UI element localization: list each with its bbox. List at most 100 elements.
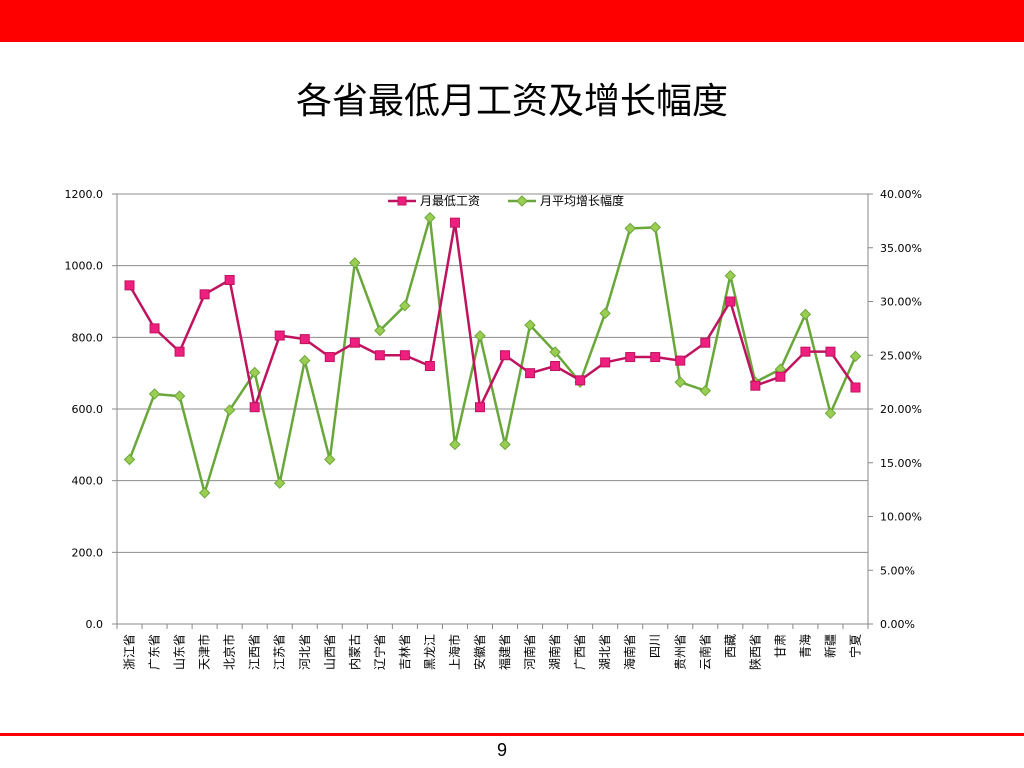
category-label: 青海 <box>797 634 812 658</box>
left-axis-ticks: 0.0 200.0 400.0 600.0 800.0 1000.0 1200.0 <box>65 188 117 631</box>
data-point <box>799 308 812 321</box>
data-point <box>374 324 386 337</box>
legend-swatch-marker <box>516 195 528 207</box>
data-point <box>249 402 260 413</box>
data-point <box>825 346 836 357</box>
right-tick-label: 30.00% <box>880 296 922 309</box>
right-axis-ticks: 0.00% 5.00% 10.00% 15.00% 20.00% 25.00% 30.00%… <box>868 188 922 631</box>
data-point <box>525 368 536 379</box>
category-label: 河北省 <box>298 634 312 670</box>
data-point <box>449 438 461 451</box>
series-2 <box>123 211 862 499</box>
category-label: 内蒙古 <box>347 634 362 670</box>
right-tick-label: 0.00% <box>880 618 915 631</box>
data-point <box>173 390 186 402</box>
data-point <box>374 350 385 361</box>
data-point <box>349 337 360 348</box>
series-layer <box>123 211 862 499</box>
category-label: 宁夏 <box>847 634 862 658</box>
data-point <box>800 346 811 357</box>
left-tick-label: 1200.0 <box>65 188 104 201</box>
data-point <box>199 289 210 300</box>
category-label: 四川 <box>648 634 662 658</box>
data-point <box>599 307 611 320</box>
left-tick-label: 1000.0 <box>65 260 104 273</box>
left-tick-label: 200.0 <box>72 546 104 559</box>
legend-swatch-marker <box>397 196 407 206</box>
category-label: 新疆 <box>822 634 837 658</box>
category-label: 湖南省 <box>547 634 562 670</box>
data-point <box>524 319 536 331</box>
data-point <box>549 346 561 358</box>
data-point <box>474 402 485 413</box>
slide-title: 各省最低月工资及增长幅度 <box>295 81 728 122</box>
data-point <box>625 352 636 363</box>
data-point <box>550 361 561 371</box>
data-point <box>149 323 160 334</box>
data-point <box>274 477 286 489</box>
category-label: 西藏 <box>723 634 737 658</box>
data-point <box>624 222 636 235</box>
data-point <box>575 375 586 386</box>
category-label: 上海市 <box>447 634 462 670</box>
right-tick-label: 40.00% <box>880 188 922 201</box>
category-labels: 浙江省 广东省 山东省 天津市 北京市 江西省 江苏省 河北省 山西省 内蒙古 辽宁省 吉林省 黑龙江上… <box>123 634 863 670</box>
data-point <box>650 352 661 363</box>
left-tick-label: 400.0 <box>72 475 104 488</box>
series-1 <box>124 217 861 413</box>
legend-label: 月最低工资 <box>420 194 480 208</box>
data-point <box>299 354 311 367</box>
data-point <box>124 280 135 291</box>
data-point <box>399 300 411 312</box>
data-point <box>474 330 486 342</box>
data-point <box>649 221 661 234</box>
series-line <box>128 221 857 409</box>
data-point <box>500 350 511 361</box>
data-point <box>850 382 861 393</box>
category-label: 福建省 <box>497 634 512 670</box>
legend-label: 月平均增长幅度 <box>540 193 624 208</box>
category-label: 浙江省 <box>123 634 137 670</box>
left-tick-label: 600.0 <box>72 403 104 416</box>
bottom-red-line <box>0 733 1024 736</box>
page-number: 9 <box>496 740 507 760</box>
data-point <box>449 217 460 228</box>
category-label: 黑龙江 <box>423 634 437 670</box>
data-point <box>248 366 261 379</box>
left-tick-label: 0.0 <box>86 618 104 631</box>
data-point <box>224 275 235 285</box>
category-label: 湖北省 <box>597 634 612 670</box>
data-point <box>174 346 185 357</box>
data-point <box>324 453 336 466</box>
category-label: 江西省 <box>248 634 262 670</box>
right-tick-label: 15.00% <box>880 457 922 470</box>
category-label: 山西省 <box>323 634 337 670</box>
right-tick-label: 25.00% <box>880 349 922 362</box>
legend-item-2: 月平均增长幅度 <box>508 193 624 208</box>
data-point <box>824 407 837 420</box>
category-label: 甘肃 <box>773 634 787 658</box>
category-label: 天津市 <box>197 634 212 670</box>
data-point <box>399 350 410 361</box>
data-point <box>198 487 211 499</box>
data-point <box>349 257 361 269</box>
category-label: 北京市 <box>222 634 237 670</box>
data-point <box>600 357 611 368</box>
legend-item-1: 月最低工资 <box>388 194 480 208</box>
left-tick-label: 800.0 <box>72 331 104 344</box>
data-point <box>750 380 761 391</box>
data-point <box>299 334 310 345</box>
category-label: 陕西省 <box>747 634 762 670</box>
data-point <box>699 385 711 397</box>
data-point <box>424 211 436 224</box>
data-point <box>775 371 786 382</box>
category-label: 吉林省 <box>398 634 412 670</box>
top-red-bar <box>0 0 1024 42</box>
right-tick-label: 10.00% <box>880 511 922 524</box>
series-line <box>128 216 857 495</box>
data-point <box>424 361 435 371</box>
right-tick-label: 35.00% <box>880 242 922 255</box>
chart-legend: 月最低工资 月平均增长幅度 <box>388 193 624 208</box>
data-point <box>223 404 236 416</box>
